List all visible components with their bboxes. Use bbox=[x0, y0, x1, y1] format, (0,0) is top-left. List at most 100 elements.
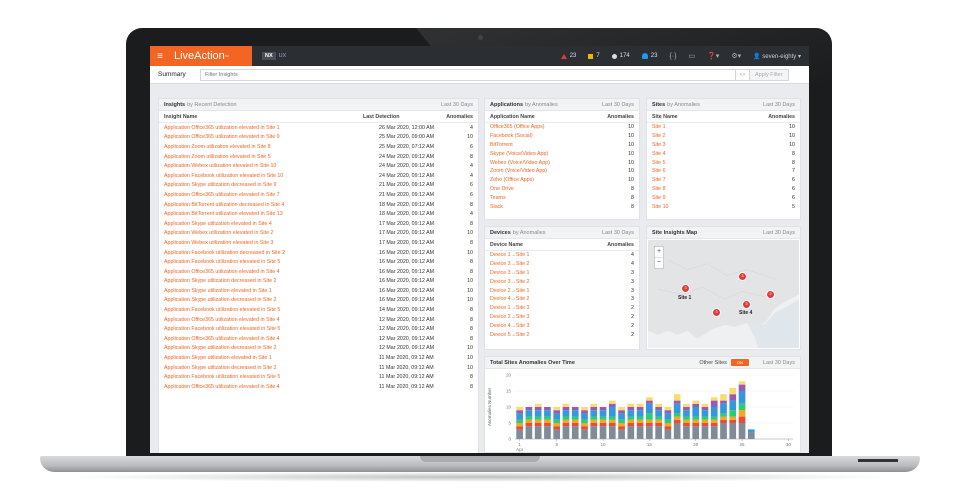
list-item[interactable]: Teams 8 bbox=[485, 193, 639, 202]
list-item[interactable]: Device 2→Site 1 3 bbox=[485, 286, 639, 295]
monitor-icon[interactable]: ▭ bbox=[688, 53, 696, 60]
table-row[interactable]: Application BitTorrent utilization eleva… bbox=[159, 209, 478, 219]
bar-segment[interactable] bbox=[673, 394, 681, 401]
bar-segment[interactable] bbox=[738, 391, 746, 404]
list-item[interactable]: Device 1→Site 1 4 bbox=[485, 251, 639, 260]
list-item[interactable]: Device 4→Site 2 3 bbox=[485, 295, 639, 304]
bar-segment[interactable] bbox=[599, 416, 607, 420]
bar-segment[interactable] bbox=[683, 416, 690, 420]
bar-segment[interactable] bbox=[581, 413, 588, 420]
devices-link[interactable]: Device 4→Site 3 bbox=[490, 322, 530, 329]
bar-segment[interactable] bbox=[636, 423, 644, 427]
bar-segment[interactable] bbox=[562, 426, 570, 439]
bar-segment[interactable] bbox=[720, 394, 727, 401]
bar-segment[interactable] bbox=[534, 426, 542, 439]
col-insight-name[interactable]: Insight Name bbox=[164, 114, 198, 120]
table-row[interactable]: Application Skype utilization elevated i… bbox=[159, 353, 478, 363]
table-row[interactable]: Application Facebook utilization elevate… bbox=[159, 324, 478, 334]
bar-segment[interactable] bbox=[618, 429, 625, 439]
sites-range[interactable]: Last 30 Days bbox=[762, 101, 795, 108]
bar-segment[interactable] bbox=[627, 407, 635, 411]
bar-segment[interactable] bbox=[544, 423, 551, 427]
bar-segment[interactable] bbox=[738, 423, 746, 439]
bar-segment[interactable] bbox=[627, 416, 635, 420]
bar-segment[interactable] bbox=[608, 416, 616, 420]
devices-link[interactable]: Device 3→Site 1 bbox=[490, 269, 530, 276]
devices-link[interactable]: Device 1→Site 3 bbox=[490, 305, 530, 312]
bar-segment[interactable] bbox=[571, 410, 579, 417]
bar-segment[interactable] bbox=[627, 426, 635, 439]
table-row[interactable]: Application Office365 utilization elevat… bbox=[159, 123, 478, 133]
bar-segment[interactable] bbox=[720, 423, 727, 439]
list-item[interactable]: Site 8 6 bbox=[647, 185, 800, 194]
table-row[interactable]: Application Skype utilization decreased … bbox=[159, 277, 478, 287]
table-row[interactable]: Application Office365 utilization elevat… bbox=[159, 382, 478, 392]
table-row[interactable]: Application Office365 utilization elevat… bbox=[159, 315, 478, 325]
bar-segment[interactable] bbox=[525, 419, 533, 423]
bar-segment[interactable] bbox=[646, 403, 653, 414]
table-row[interactable]: Application Webex utilization elevated i… bbox=[159, 229, 478, 239]
applications-link[interactable]: BitTorrent bbox=[490, 141, 513, 148]
critical-count[interactable]: 23 bbox=[560, 53, 576, 59]
list-item[interactable]: Device 1→Site 3 2 bbox=[485, 304, 639, 313]
bar-segment[interactable] bbox=[692, 423, 700, 427]
bar-segment[interactable] bbox=[608, 423, 616, 427]
bar-segment[interactable] bbox=[553, 423, 561, 427]
table-row[interactable]: Application Skype utilization decreased … bbox=[159, 344, 478, 354]
list-item[interactable]: Site 10 5 bbox=[647, 202, 800, 211]
bar-segment[interactable] bbox=[747, 432, 755, 439]
insight-link[interactable]: Application Facebook utilization elevate… bbox=[164, 374, 281, 381]
map-pin-site-1[interactable]: 3 bbox=[681, 284, 690, 293]
bar-segment[interactable] bbox=[683, 426, 690, 439]
list-item[interactable]: Skype (Voice/Video App) 10 bbox=[485, 149, 639, 158]
table-row[interactable]: Application Facebook utilization elevate… bbox=[159, 171, 478, 181]
list-item[interactable]: Device 3→Site 2 3 bbox=[485, 277, 639, 286]
applications-link[interactable]: Zoho (Office Apps) bbox=[490, 177, 535, 184]
list-item[interactable]: Site 9 6 bbox=[647, 193, 800, 202]
list-item[interactable]: Zoom (Voice/Video App) 10 bbox=[485, 167, 639, 176]
sites-link[interactable]: Site 7 bbox=[652, 177, 666, 184]
sites-link[interactable]: Site 8 bbox=[652, 185, 666, 192]
bar-segment[interactable] bbox=[599, 423, 607, 427]
sites-link[interactable]: Site 10 bbox=[652, 203, 669, 210]
applications-link[interactable]: Skype (Voice/Video App) bbox=[490, 150, 549, 157]
list-item[interactable]: One Drive 8 bbox=[485, 185, 639, 194]
zoom-out-button[interactable]: − bbox=[656, 259, 662, 266]
bar-segment[interactable] bbox=[618, 413, 625, 420]
bar-segment[interactable] bbox=[534, 410, 542, 417]
gear-icon[interactable]: ⚙▾ bbox=[731, 53, 742, 60]
bar-segment[interactable] bbox=[710, 400, 718, 407]
insights-range[interactable]: Last 30 Days bbox=[440, 101, 473, 108]
insight-link[interactable]: Application Skype utilization elevated i… bbox=[164, 355, 272, 362]
bar-segment[interactable] bbox=[720, 419, 727, 423]
bar-segment[interactable] bbox=[636, 410, 644, 417]
list-item[interactable]: Webex (Voice/Video App) 10 bbox=[485, 158, 639, 167]
bar-segment[interactable] bbox=[636, 426, 644, 439]
map-pin[interactable]: 3 bbox=[738, 272, 747, 281]
mode-nx-button[interactable]: NX bbox=[262, 52, 276, 60]
list-item[interactable]: Device 5→Site 2 2 bbox=[485, 330, 639, 339]
table-row[interactable]: Application Webex utilization elevated i… bbox=[159, 161, 478, 171]
bar-segment[interactable] bbox=[729, 400, 737, 411]
bar-segment[interactable] bbox=[710, 423, 718, 427]
bar-segment[interactable] bbox=[516, 407, 523, 411]
bar-segment[interactable] bbox=[729, 419, 737, 423]
bar-segment[interactable] bbox=[525, 416, 533, 420]
bar-segment[interactable] bbox=[710, 419, 718, 423]
insight-link[interactable]: Application Skype utilization decreased … bbox=[164, 278, 277, 285]
insight-link[interactable]: Application Facebook utilization elevate… bbox=[164, 307, 281, 314]
bar-segment[interactable] bbox=[534, 407, 542, 411]
list-item[interactable]: Site 2 10 bbox=[647, 132, 800, 141]
bar-segment[interactable] bbox=[655, 403, 662, 407]
bar-segment[interactable] bbox=[599, 407, 607, 411]
bar-segment[interactable] bbox=[710, 407, 718, 417]
bar-segment[interactable] bbox=[599, 419, 607, 423]
sites-link[interactable]: Site 2 bbox=[652, 133, 666, 140]
bar-segment[interactable] bbox=[599, 410, 607, 417]
bar-segment[interactable] bbox=[738, 416, 746, 423]
bar-segment[interactable] bbox=[710, 397, 718, 401]
sites-link[interactable]: Site 6 bbox=[652, 168, 666, 175]
bar-segment[interactable] bbox=[636, 419, 644, 423]
devices-link[interactable]: Device 1→Site 1 bbox=[490, 252, 530, 259]
bar-segment[interactable] bbox=[525, 407, 533, 411]
